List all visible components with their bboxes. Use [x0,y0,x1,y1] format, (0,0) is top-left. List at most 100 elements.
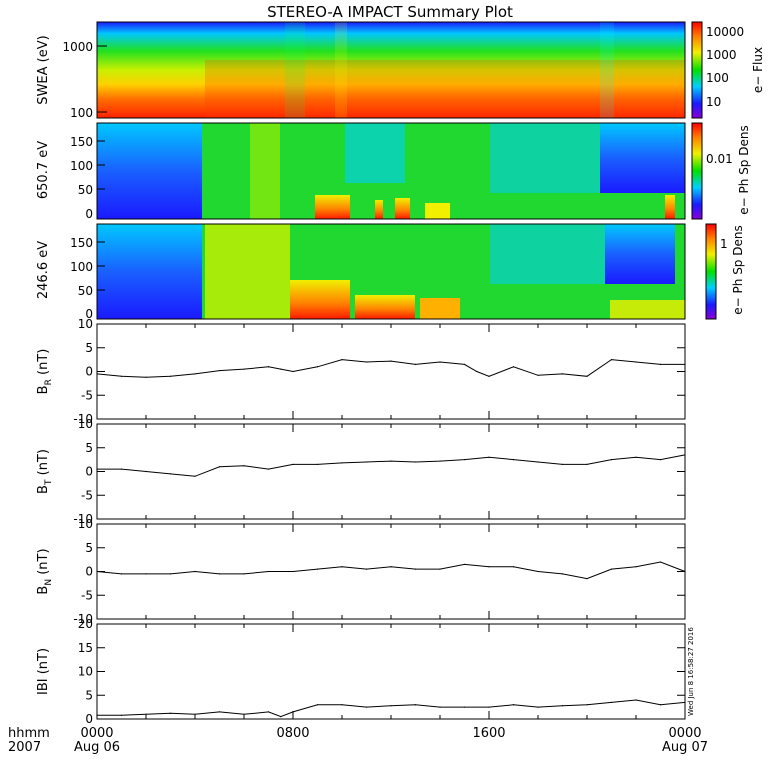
data-point [561,463,564,465]
ytick-label: 10 [78,665,93,679]
pad-650-colorbar [691,122,703,220]
data-point [145,470,147,473]
data-point [341,566,343,568]
data-point [365,568,368,570]
data-point [267,570,270,573]
data-point [659,363,662,365]
pad-246-hot-region [290,280,350,319]
ytick-label: 10 [78,317,93,331]
data-point [684,454,686,456]
pad-650-hot-blob [395,198,410,219]
data-point [488,566,490,568]
pad-650-yellow-band [250,123,280,219]
swea-cbar-tick: 100 [706,71,729,85]
data-point [414,568,417,570]
data-point [561,573,564,575]
data-point [120,375,123,377]
data-point [194,713,196,715]
data-point [537,374,539,376]
data-point [316,568,319,570]
swea-ylabel: SWEA (eV) [36,35,51,104]
time-tick-label: 0800 [276,726,309,741]
time-tick-date: Aug 06 [74,740,120,755]
data-point [635,361,637,363]
data-point [292,370,294,373]
time-tick-label: 1600 [472,726,505,741]
data-point [635,699,637,701]
data-point [145,713,147,715]
data-point [439,568,441,570]
ytick-label: 0 [85,565,93,579]
data-point [96,570,98,573]
data-point [610,459,613,461]
ylabel: BN (nT) [36,548,54,594]
data-point [96,373,98,375]
data-point [414,704,417,706]
swea-spike-band [335,22,347,118]
data-point [537,461,539,463]
pad-650-cyan-region [345,123,405,183]
field-panel-0: 10 5 0 -5 -10 BR (nT) [36,317,686,426]
data-point [218,466,221,468]
data-point [145,573,147,575]
pad-246-low-region [97,224,202,319]
data-point [365,361,368,363]
ylabel: BR (nT) [36,349,54,395]
plot-timestamp: Wed Jun 8 16:58:27 2016 [687,627,695,716]
time-tick-label: 0000 [80,726,113,741]
swea-colorbar [691,21,703,119]
ytick-label: 10 [78,517,93,531]
data-point [292,463,294,465]
data-point [390,460,392,462]
pad-650-hot-blob [425,203,450,219]
data-point [120,468,123,470]
data-point [512,366,515,368]
data-point [243,368,245,370]
data-point [439,460,441,462]
field-panel-1: 10 5 0 -5 -10 BT (nT) [36,417,686,526]
data-point [390,360,392,362]
swea-intensity-enhancement [205,60,685,118]
data-point [586,375,588,377]
data-point [145,376,147,378]
pad-650-cbar-tick: 0.01 [706,152,733,166]
ytick-label: -5 [81,588,93,602]
data-point [267,366,270,368]
data-point [194,373,196,375]
swea-spectrogram-image [97,22,685,118]
ytick-label: 20 [78,617,93,631]
pad-650-cyan-region [490,123,600,193]
panel-frame [96,623,686,720]
ytick-label: 0 [85,365,93,379]
data-point [463,363,466,365]
field-panel-2: 10 5 0 -5 -10 BN (nT) [36,517,686,626]
pad-246-ytick-label: 50 [78,284,93,298]
data-point [463,563,466,565]
data-point [96,468,98,470]
pad-246-low-region [605,224,675,284]
ytick-label: -10 [73,412,93,426]
pad-650-spectrogram-panel: 150 100 50 0 650.7 eV 0.01 e− Ph Sp Dens [36,122,751,221]
data-point [120,573,123,575]
ytick-label: 5 [85,341,93,355]
pad-650-ytick-label: 150 [70,135,93,149]
ylabel: IBI (nT) [36,648,51,695]
pad-246-cbar-label: e− Ph Sp Dens [731,225,745,314]
ytick-label: 15 [78,641,93,655]
ytick-label: 5 [85,441,93,455]
data-point [365,461,368,463]
data-point [635,456,637,458]
pad-246-cbar-tick: 1 [720,237,728,251]
ytick-label: -5 [81,488,93,502]
ylabel: BT (nT) [36,449,54,494]
data-point [659,459,662,461]
swea-cbar-tick: 10 [706,95,721,109]
data-point [610,701,613,703]
series-line [97,699,686,718]
data-point [684,701,686,703]
data-point [280,716,282,718]
data-point [194,570,196,573]
